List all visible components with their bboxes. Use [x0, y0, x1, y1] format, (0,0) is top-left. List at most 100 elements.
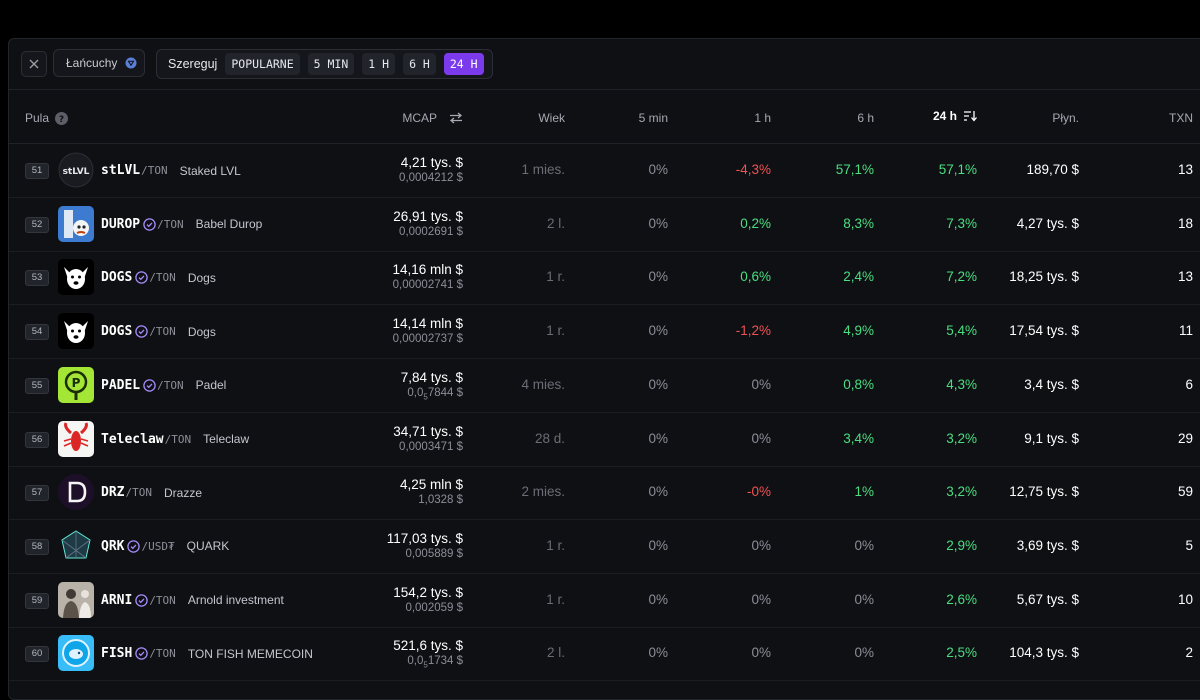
lobster-logo: [58, 420, 94, 457]
sort-option-5min[interactable]: 5 MIN: [307, 53, 355, 75]
txn-count: 5: [1185, 537, 1193, 553]
change-1h: 0%: [751, 376, 771, 392]
change-1h: 0%: [751, 645, 771, 661]
quote-token: /TON: [125, 486, 152, 500]
pool-age: 4 mies.: [521, 376, 565, 392]
pool-age: 1 r.: [546, 269, 565, 285]
pair-name[interactable]: ARNI /TON Arnold investment: [101, 592, 284, 609]
table-row[interactable]: 60 FISH /TON TON FISH MEMECOIN 521,6 tys…: [9, 627, 1200, 682]
change-5min: 0%: [648, 645, 668, 661]
table-row[interactable]: 59 ARNI /TON Arnold investment 154,2 tys…: [9, 574, 1200, 628]
table-row[interactable]: 55 P PADEL /TON Padel 7,84 tys. $ 0,0578…: [9, 359, 1200, 413]
pool-age: 1 mies.: [521, 162, 565, 177]
pair-name[interactable]: QRK /USD₮ QUARK: [101, 538, 229, 555]
sort-descending-icon: [964, 111, 977, 122]
pair-name[interactable]: DOGS /TON Dogs: [101, 269, 216, 286]
verified-icon: [143, 217, 156, 231]
pair-name[interactable]: DRZ /TON Drazze: [101, 484, 202, 501]
drz-logo: [58, 474, 94, 511]
price-prefix: 0,0: [407, 655, 424, 668]
rank-badge: 54: [25, 324, 49, 341]
column-1h[interactable]: 1 h: [754, 111, 771, 125]
token-name: Drazze: [163, 485, 202, 500]
txn-count: 18: [1177, 215, 1193, 231]
price: 0,00002737 $: [392, 333, 463, 346]
change-6h: 1%: [854, 484, 874, 500]
change-6h: 3,4%: [843, 430, 874, 446]
close-button[interactable]: [21, 51, 47, 77]
column-24h[interactable]: 24 h: [933, 109, 977, 123]
txn-count: 29: [1177, 430, 1193, 446]
token-name: Teleclaw: [203, 432, 250, 446]
pool-age: 2 l.: [546, 215, 565, 231]
dogs-logo: [58, 259, 94, 296]
change-6h: 0%: [854, 537, 874, 553]
pair-name[interactable]: DUROP /TON Babel Durop: [101, 216, 262, 233]
column-pool[interactable]: Pula ?: [25, 111, 69, 125]
sort-option-24h[interactable]: 24 H: [443, 53, 484, 75]
token-name: Staked LVL: [179, 163, 241, 178]
sort-label: Szereguj: [168, 57, 218, 71]
price: 0,00002741 $: [392, 279, 463, 292]
pool-age: 1 r.: [546, 537, 565, 553]
column-txn[interactable]: TXN: [1169, 111, 1193, 125]
help-icon[interactable]: ?: [55, 111, 69, 125]
dogs-logo: [58, 313, 94, 350]
mcap-value: 4,21 tys. $: [400, 155, 463, 170]
pair-name[interactable]: stLVL /TON Staked LVL: [101, 162, 241, 179]
swap-arrows-icon[interactable]: [449, 112, 463, 124]
pair-name[interactable]: PADEL /TON Padel: [101, 377, 226, 394]
sort-option-6h[interactable]: 6 H: [403, 53, 436, 75]
token-name: Dogs: [187, 324, 216, 339]
change-1h: 0,2%: [740, 215, 771, 231]
quote-token: /TON: [157, 217, 184, 231]
column-5min[interactable]: 5 min: [638, 111, 668, 125]
mcap-value: 4,25 mln $: [399, 477, 463, 493]
token-symbol: DRZ: [101, 485, 125, 501]
price: 0,005889 $: [405, 547, 463, 560]
token-symbol: DUROP: [101, 216, 141, 232]
verified-icon: [127, 540, 141, 553]
token-symbol: Teleclaw: [101, 431, 164, 447]
pair-name[interactable]: DOGS /TON Dogs: [101, 323, 216, 340]
sort-option-popular[interactable]: POPULARNE: [225, 53, 300, 75]
table-row[interactable]: 57 DRZ /TON Drazze 4,25 mln $ 1,0328 $ 2…: [9, 466, 1200, 521]
rank-badge: 51: [25, 163, 49, 179]
column-liquidity[interactable]: Płyn.: [1052, 111, 1079, 125]
change-24h: 2,5%: [946, 645, 977, 661]
table-row[interactable]: 54 DOGS /TON Dogs 14,14 mln $ 0,00002737…: [9, 305, 1200, 360]
change-24h: 5,4%: [946, 323, 977, 339]
token-price: 0,0002691 $: [393, 225, 463, 240]
mcap-value: 7,84 tys. $: [400, 369, 463, 385]
txn-count: 10: [1177, 591, 1193, 607]
column-6h[interactable]: 6 h: [857, 111, 874, 125]
liquidity: 189,70 $: [1026, 162, 1079, 177]
quote-token: /TON: [141, 164, 168, 177]
sort-group: Szereguj POPULARNE 5 MIN 1 H 6 H 24 H: [156, 49, 493, 79]
pair-name[interactable]: FISH /TON TON FISH MEMECOIN: [101, 645, 313, 662]
token-price: 0,0003471 $: [393, 440, 463, 455]
svg-text:P: P: [72, 376, 81, 390]
token-price: 0,057844 $: [401, 386, 463, 404]
column-mcap[interactable]: MCAP: [402, 111, 463, 125]
svg-text:stLVL: stLVL: [63, 167, 90, 177]
table-row[interactable]: 53 DOGS /TON Dogs 14,16 mln $ 0,00002741…: [9, 251, 1200, 306]
table-row[interactable]: 51 stLVL stLVL /TON Staked LVL 4,21 tys.…: [9, 144, 1200, 198]
pair-name[interactable]: Teleclaw /TON Teleclaw: [101, 431, 249, 448]
table-row[interactable]: 56 Teleclaw /TON Teleclaw 34,71 tys. $ 0…: [9, 413, 1200, 467]
table-row[interactable]: 58 QRK /USD₮ QUARK 117,03 tys. $ 0,00588…: [9, 520, 1200, 574]
sort-option-1h[interactable]: 1 H: [362, 53, 396, 75]
market-cap: 117,03 tys. $ 0,005889 $: [387, 530, 463, 562]
column-age[interactable]: Wiek: [538, 111, 565, 125]
liquidity: 17,54 tys. $: [1009, 323, 1079, 339]
quark-logo: [58, 527, 94, 564]
column-24h-label: 24 h: [932, 109, 957, 123]
toolbar: Łańcuchy Szereguj POPULARNE 5 MIN 1 H 6 …: [9, 39, 1200, 90]
token-price: 0,005889 $: [387, 547, 463, 562]
mcap-value: 521,6 tys. $: [393, 638, 463, 654]
chains-filter-button[interactable]: Łańcuchy: [53, 49, 145, 77]
svg-text:?: ?: [59, 115, 64, 125]
quote-token: /TON: [157, 378, 184, 392]
table-row[interactable]: 52 DUROP /TON Babel Durop 26,91 tys. $ 0…: [9, 198, 1200, 252]
quote-token: /TON: [149, 647, 176, 661]
